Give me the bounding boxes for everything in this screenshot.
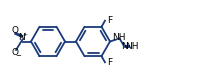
Text: +: +	[22, 32, 27, 37]
Text: NH: NH	[112, 33, 125, 42]
Text: NH: NH	[125, 42, 138, 50]
Text: O: O	[12, 26, 19, 35]
Text: F: F	[106, 16, 112, 25]
Text: O: O	[12, 47, 19, 57]
Text: N: N	[121, 42, 127, 50]
Text: N: N	[19, 33, 25, 42]
Text: −: −	[15, 53, 21, 59]
Text: F: F	[106, 58, 112, 67]
